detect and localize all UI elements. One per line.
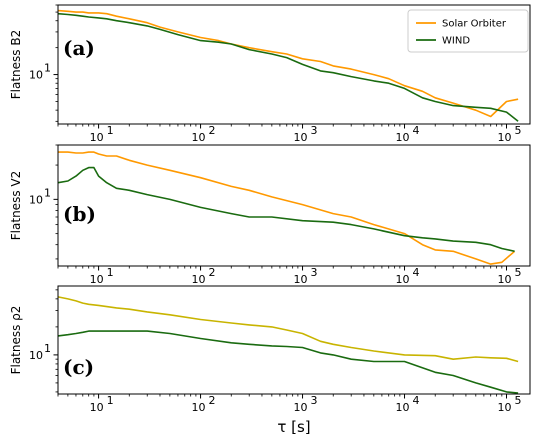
- x-tick-exponent: 5: [514, 124, 521, 137]
- x-tick-exponent: 4: [413, 124, 420, 137]
- x-tick-label: 10: [294, 131, 308, 144]
- x-tick-exponent: 4: [413, 394, 420, 407]
- x-tick-label: 10: [90, 273, 104, 286]
- plot-frame: [57, 4, 531, 125]
- x-tick-label: 10: [497, 131, 511, 144]
- y-tick-label: 10: [29, 69, 43, 82]
- x-tick-exponent: 3: [311, 266, 318, 279]
- series-line-solar-orbiter: [57, 9, 519, 118]
- y-axis-label: Flatness V2: [9, 171, 23, 240]
- x-tick-label: 10: [192, 131, 206, 144]
- x-axis-label: τ [s]: [277, 418, 310, 436]
- x-tick-exponent: 1: [107, 394, 114, 407]
- series-line-solar-orbiter: [57, 296, 519, 363]
- plot-frame: [57, 285, 531, 395]
- y-tick-exponent: 1: [44, 342, 51, 355]
- panel-label: (b): [63, 202, 96, 226]
- x-tick-label: 10: [192, 401, 206, 414]
- x-tick-exponent: 5: [514, 266, 521, 279]
- plot-frame: [57, 144, 531, 267]
- x-tick-label: 10: [396, 401, 410, 414]
- y-axis-label: Flatness ρ2: [9, 306, 23, 375]
- x-tick-exponent: 2: [209, 394, 216, 407]
- x-tick-label: 10: [294, 401, 308, 414]
- series-line-wind: [57, 166, 515, 253]
- x-tick-exponent: 1: [107, 266, 114, 279]
- x-tick-label: 10: [497, 401, 511, 414]
- series-line-solar-orbiter: [58, 151, 516, 265]
- panel-label: (c): [63, 355, 94, 379]
- legend-entry: Solar Orbiter: [442, 19, 507, 30]
- legend-box: [407, 9, 529, 53]
- panel-label: (a): [63, 36, 95, 60]
- x-tick-label: 10: [396, 273, 410, 286]
- y-tick-label: 10: [29, 193, 43, 206]
- y-axis-label: Flatness B2: [9, 30, 23, 99]
- x-tick-label: 10: [294, 273, 308, 286]
- y-tick-exponent: 1: [44, 62, 51, 75]
- x-tick-label: 10: [497, 273, 511, 286]
- y-tick-exponent: 1: [44, 186, 51, 199]
- x-tick-exponent: 5: [514, 394, 521, 407]
- legend: Solar Orbiter WIND: [407, 9, 529, 53]
- x-tick-exponent: 2: [209, 266, 216, 279]
- legend-entry: WIND: [442, 36, 470, 47]
- y-tick-label: 10: [29, 349, 43, 362]
- series-line-wind: [57, 12, 519, 122]
- x-tick-exponent: 1: [107, 124, 114, 137]
- series-line-wind: [57, 330, 519, 394]
- x-tick-exponent: 2: [209, 124, 216, 137]
- x-tick-exponent: 3: [311, 394, 318, 407]
- x-tick-label: 10: [90, 401, 104, 414]
- x-tick-label: 10: [90, 131, 104, 144]
- x-tick-label: 10: [192, 273, 206, 286]
- x-tick-exponent: 4: [413, 266, 420, 279]
- x-tick-exponent: 3: [311, 124, 318, 137]
- x-tick-label: 10: [396, 131, 410, 144]
